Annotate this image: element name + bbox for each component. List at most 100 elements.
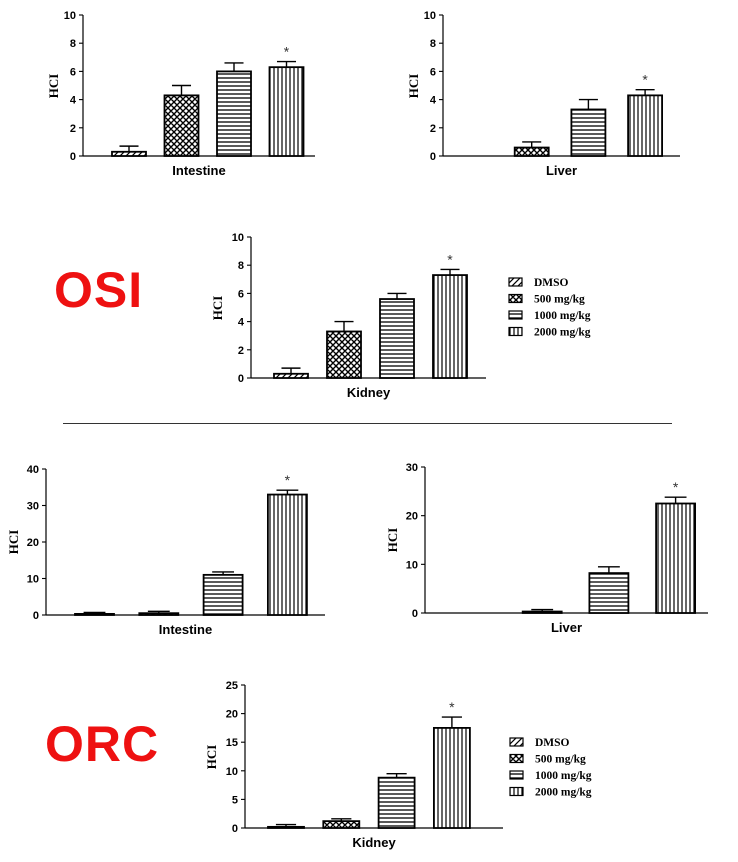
orc-intestine-y-tick-label: 30 (27, 501, 39, 513)
orc-liver-chart: 0 10 20 30 HCI Liver * (385, 462, 708, 635)
orc-intestine-y-tick-label: 10 (27, 574, 39, 586)
legend-swatch-0 (508, 277, 523, 287)
orc-kidney-y-tick-label: 25 (226, 680, 238, 692)
legend-label-0: DMSO (535, 737, 570, 749)
osi-liver-bar-2 (570, 108, 607, 157)
osi-liver-y-tick-label: 6 (430, 66, 436, 78)
legend-swatch-2 (509, 770, 524, 780)
osi-kidney-x-label: Kidney (347, 385, 391, 400)
orc-intestine-chart: 0 10 20 30 40 HCI Intestine * (6, 464, 325, 637)
group-label-osi: OSI (54, 262, 144, 318)
orc-liver-y-tick-label: 20 (406, 511, 418, 523)
legend-swatch-1 (508, 293, 523, 304)
orc-intestine-y-label: HCI (6, 530, 21, 555)
osi-kidney-bar-1 (326, 330, 362, 379)
group-label-orc: ORC (45, 716, 160, 772)
legend-swatch-0 (509, 737, 524, 747)
orc-kidney-x-label: Kidney (352, 835, 396, 850)
orc-kidney-bar-1 (322, 820, 361, 829)
legend-orc: DMSO 500 mg/kg 1000 mg/kg 2000 mg/kg (509, 737, 592, 799)
orc-kidney-y-label: HCI (204, 745, 219, 770)
orc-intestine-significance-3: * (285, 472, 291, 488)
legend-label-0: DMSO (534, 277, 569, 289)
osi-intestine-y-tick-label: 0 (70, 151, 76, 163)
osi-intestine-y-tick-label: 2 (70, 123, 76, 135)
osi-kidney-y-tick-label: 10 (232, 232, 244, 244)
osi-intestine-chart: 0 2 4 6 8 10 HCI Intestine * (46, 10, 315, 178)
orc-liver-y-tick-label: 10 (406, 559, 418, 571)
osi-kidney-y-tick-label: 2 (238, 345, 244, 357)
osi-intestine-y-tick-label: 8 (70, 38, 76, 50)
orc-kidney-bar-0 (267, 825, 305, 829)
orc-liver-x-label: Liver (551, 620, 582, 635)
osi-liver-significance-3: * (642, 72, 648, 88)
orc-kidney-y-tick-label: 0 (232, 823, 238, 835)
legend-osi: DMSO 500 mg/kg 1000 mg/kg 2000 mg/kg (508, 277, 591, 339)
orc-kidney-y-tick-label: 10 (226, 766, 238, 778)
legend-label-1: 500 mg/kg (535, 754, 586, 766)
orc-intestine-bar-3 (266, 493, 308, 616)
orc-kidney-y-tick-label: 20 (226, 709, 238, 721)
osi-liver-bar-1 (513, 146, 550, 157)
osi-intestine-x-label: Intestine (172, 163, 225, 178)
osi-liver-y-tick-label: 0 (430, 151, 436, 163)
orc-liver-bar-3 (655, 502, 696, 614)
legend-label-1: 500 mg/kg (534, 294, 585, 306)
osi-intestine-bar-0 (111, 150, 147, 157)
legend-label-3: 2000 mg/kg (534, 327, 591, 339)
osi-intestine-bar-3 (268, 66, 305, 157)
orc-kidney-y-tick-label: 5 (232, 794, 238, 806)
osi-kidney-y-tick-label: 6 (238, 288, 244, 300)
orc-liver-y-tick-label: 30 (406, 462, 418, 474)
osi-liver-y-label: HCI (406, 74, 421, 99)
osi-liver-y-tick-label: 2 (430, 123, 436, 135)
orc-intestine-bar-2 (202, 573, 244, 616)
osi-kidney-y-tick-label: 8 (238, 260, 244, 272)
osi-liver-chart: 0 2 4 6 8 10 HCI Liver * (406, 10, 680, 178)
osi-intestine-y-label: HCI (46, 74, 61, 99)
osi-liver-bar-3 (627, 94, 663, 157)
orc-intestine-bar-0 (74, 613, 115, 616)
orc-liver-y-tick-label: 0 (412, 608, 418, 620)
orc-liver-bar-1 (521, 610, 563, 614)
osi-kidney-significance-3: * (447, 251, 453, 267)
osi-kidney-y-label: HCI (210, 296, 225, 321)
orc-intestine-y-tick-label: 40 (27, 464, 39, 476)
osi-liver-y-tick-label: 8 (430, 38, 436, 50)
osi-intestine-bar-1 (163, 94, 200, 157)
osi-kidney-bar-3 (432, 274, 468, 379)
section-divider (63, 423, 672, 424)
osi-kidney-y-tick-label: 0 (238, 373, 244, 385)
orc-liver-bar-2 (588, 572, 630, 614)
legend-label-2: 1000 mg/kg (535, 770, 592, 782)
osi-liver-y-tick-label: 4 (430, 95, 437, 107)
osi-intestine-bar-2 (216, 70, 252, 157)
orc-kidney-y-tick-label: 15 (226, 737, 238, 749)
orc-kidney-significance-3: * (449, 699, 455, 715)
osi-intestine-y-tick-label: 10 (64, 10, 76, 22)
legend-swatch-3 (508, 326, 523, 337)
osi-kidney-chart: 0 2 4 6 8 10 HCI Kidney * (210, 232, 486, 400)
osi-kidney-bar-0 (273, 372, 309, 379)
osi-kidney-bar-2 (379, 298, 415, 379)
orc-kidney-bar-3 (432, 727, 471, 829)
osi-intestine-y-tick-label: 4 (70, 95, 77, 107)
orc-intestine-y-tick-label: 20 (27, 537, 39, 549)
osi-liver-x-label: Liver (546, 163, 577, 178)
orc-liver-y-label: HCI (385, 528, 400, 553)
legend-swatch-2 (508, 310, 523, 320)
legend-swatch-1 (509, 753, 524, 764)
legend-swatch-3 (509, 786, 524, 797)
orc-kidney-bar-2 (377, 776, 416, 829)
orc-kidney-chart: 0 5 10 15 20 25 HCI Kidney * (204, 680, 503, 850)
osi-intestine-y-tick-label: 6 (70, 66, 76, 78)
orc-intestine-x-label: Intestine (159, 622, 212, 637)
osi-intestine-significance-3: * (284, 44, 290, 60)
legend-label-2: 1000 mg/kg (534, 310, 591, 322)
osi-liver-y-tick-label: 10 (424, 10, 436, 22)
legend-label-3: 2000 mg/kg (535, 787, 592, 799)
orc-intestine-bar-1 (138, 612, 180, 616)
osi-kidney-y-tick-label: 4 (238, 317, 245, 329)
